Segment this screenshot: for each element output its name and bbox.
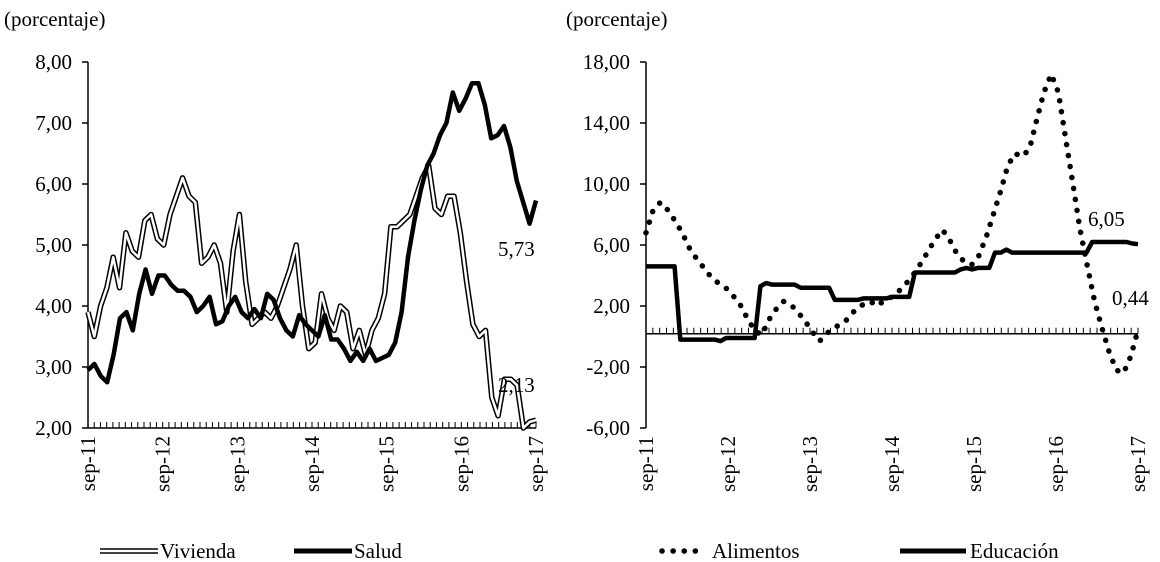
x-tick-label: sep-14	[300, 436, 324, 492]
left-annotation-salud: 5,73	[498, 237, 535, 261]
x-tick-label: sep-12	[716, 436, 740, 492]
right-series-layer	[643, 71, 1141, 376]
x-tick-label: sep-17	[524, 436, 548, 492]
x-tick-label: sep-16	[449, 436, 473, 492]
x-tick-label: sep-15	[962, 436, 986, 492]
right-x-axis-ticks: sep-11 sep-12 sep-13 sep-14 sep-15 sep-16 sep-…	[634, 327, 1150, 492]
x-tick-label: sep-14	[880, 436, 904, 492]
y-tick-label: 2,00	[35, 416, 72, 440]
right-y-axis-ticks: 18,00 14,00 10,00 6,00 2,00 -2,00 -6,00	[583, 50, 646, 440]
legend-label-educacion: Educación	[970, 539, 1059, 562]
y-tick-label: 18,00	[583, 50, 630, 74]
y-tick-label: 4,00	[35, 294, 72, 318]
x-tick-label: sep-17	[1126, 436, 1150, 492]
y-tick-label: 6,00	[35, 172, 72, 196]
y-tick-label: 10,00	[583, 172, 630, 196]
x-tick-label: sep-12	[151, 436, 175, 492]
series-line-vivienda-inner	[86, 164, 537, 430]
right-y-axis-label: (porcentaje)	[566, 7, 667, 31]
left-chart-panel: (porcentaje) 8,00 7,00 6,00 5,00 4,00 3,00 2,0…	[4, 7, 548, 492]
x-tick-label: sep-15	[375, 436, 399, 492]
right-annotation-educacion: 6,05	[1088, 207, 1125, 231]
left-legend: Vivienda Salud	[100, 539, 402, 562]
y-tick-label: 6,00	[593, 233, 630, 257]
left-series-layer	[85, 81, 539, 431]
right-legend: Alimentos Educación	[659, 539, 1059, 562]
y-tick-label: -2,00	[586, 355, 630, 379]
series-line-salud	[86, 81, 539, 385]
y-tick-label: 8,00	[35, 50, 72, 74]
x-tick-label: sep-11	[76, 436, 100, 491]
y-tick-label: 14,00	[583, 111, 630, 135]
right-annotation-alimentos: 0,44	[1112, 286, 1149, 310]
y-tick-label: 5,00	[35, 233, 72, 257]
legend-label-vivienda: Vivienda	[160, 539, 236, 562]
left-y-axis-ticks: 8,00 7,00 6,00 5,00 4,00 3,00 2,00	[35, 50, 88, 440]
left-annotation-vivienda: 2,13	[498, 373, 535, 397]
y-tick-label: 2,00	[593, 294, 630, 318]
x-tick-label: sep-13	[798, 436, 822, 492]
y-tick-label: -6,00	[586, 416, 630, 440]
y-tick-label: 3,00	[35, 355, 72, 379]
legend-label-alimentos: Alimentos	[712, 539, 800, 562]
x-tick-label: sep-16	[1044, 436, 1068, 492]
right-chart-panel: (porcentaje) 18,00 14,00 10,00 6,00 2,00 -2,0…	[566, 7, 1150, 492]
series-line-educacion	[646, 239, 1139, 344]
x-tick-label: sep-11	[634, 436, 658, 491]
y-tick-label: 7,00	[35, 111, 72, 135]
left-x-axis-ticks: sep-11 sep-12 sep-13 sep-14 sep-15 sep-16 sep-…	[76, 422, 548, 492]
left-y-axis-label: (porcentaje)	[4, 7, 105, 31]
legend-label-salud: Salud	[354, 539, 402, 562]
x-tick-label: sep-13	[225, 436, 249, 492]
